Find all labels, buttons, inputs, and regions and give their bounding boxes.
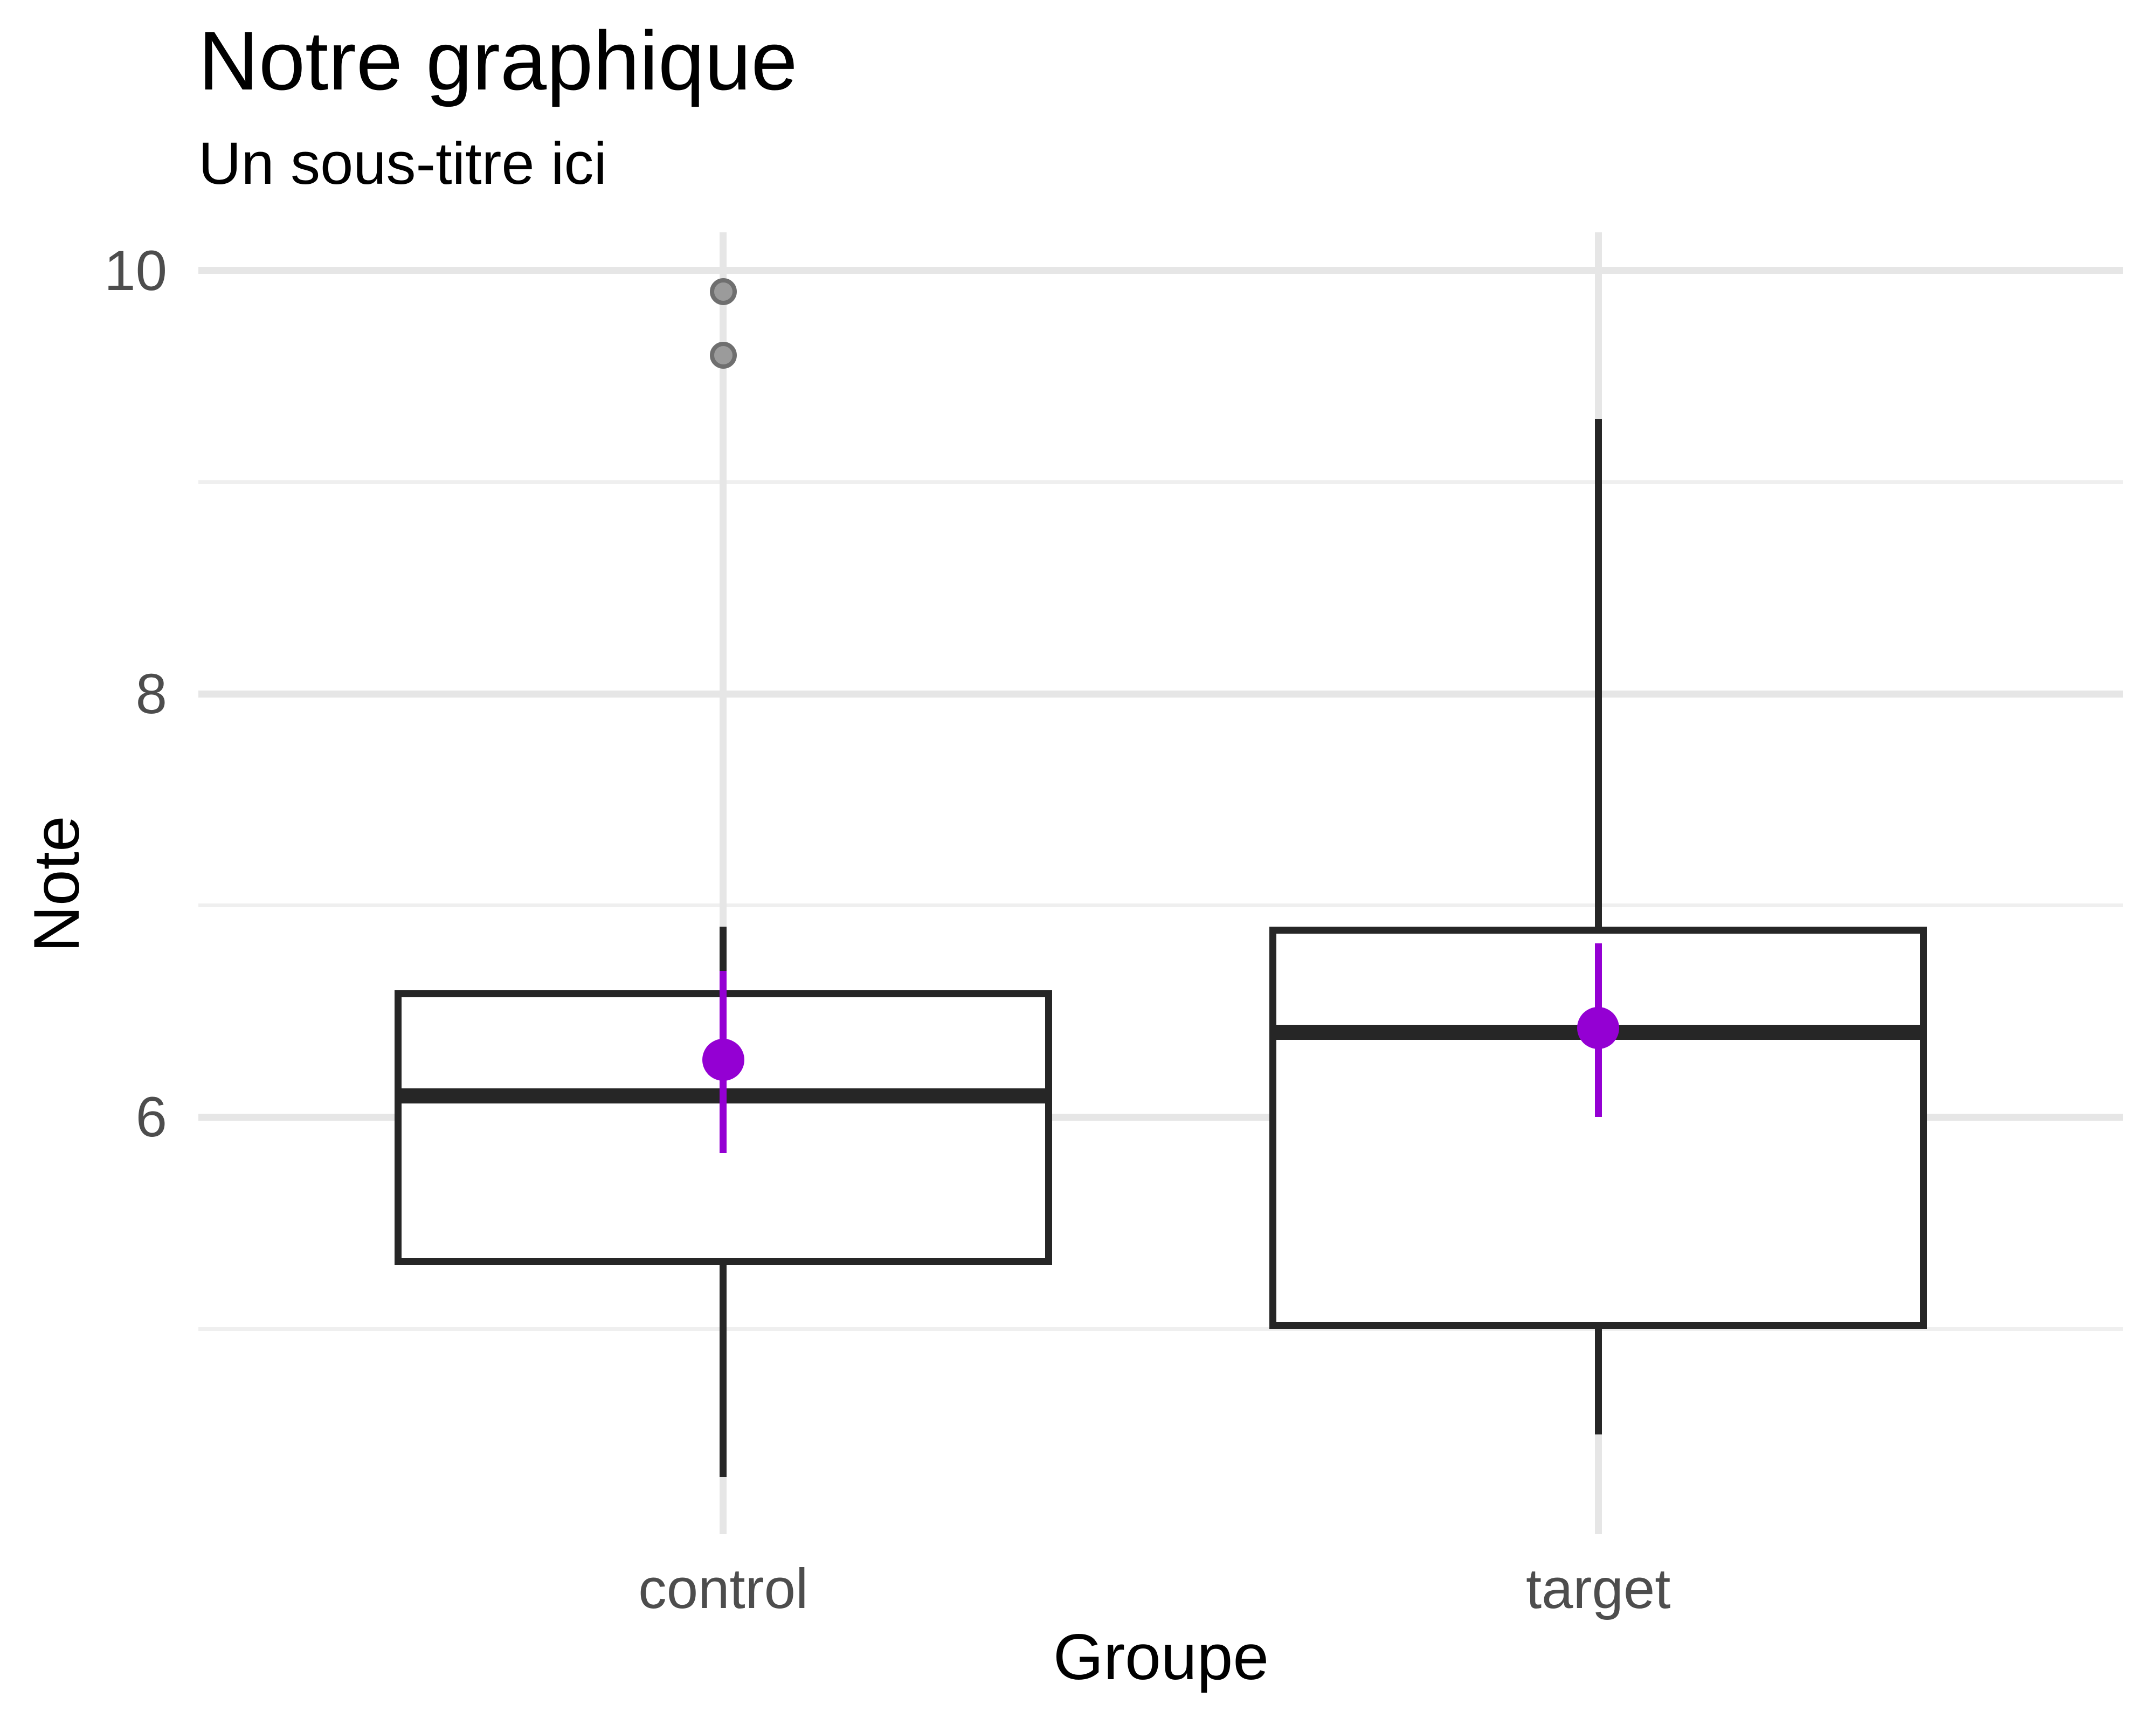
outlier-point-control-9.9 — [709, 278, 737, 305]
mean-point-control — [702, 1039, 744, 1081]
x-axis-title: Groupe — [1053, 1621, 1269, 1693]
gridline-minor-y-9 — [198, 480, 2123, 484]
outlier-point-control-9.6 — [709, 341, 737, 369]
mean-point-target — [1577, 1007, 1620, 1050]
y-tick-label-8: 8 — [135, 663, 167, 726]
gridline-major-y-8 — [198, 690, 2123, 698]
gridline-major-y-10 — [198, 267, 2123, 274]
chart-title: Notre graphique — [198, 14, 798, 107]
x-tick-label-control: control — [638, 1557, 808, 1620]
gridline-minor-y-7 — [198, 903, 2123, 908]
y-axis-title: Note — [20, 816, 93, 953]
gridline-minor-y-5 — [198, 1327, 2123, 1331]
chart-subtitle: Un sous-titre ici — [198, 130, 607, 197]
y-tick-label-6: 6 — [135, 1086, 167, 1149]
x-tick-label-target: target — [1525, 1557, 1671, 1620]
y-tick-label-10: 10 — [104, 239, 167, 302]
